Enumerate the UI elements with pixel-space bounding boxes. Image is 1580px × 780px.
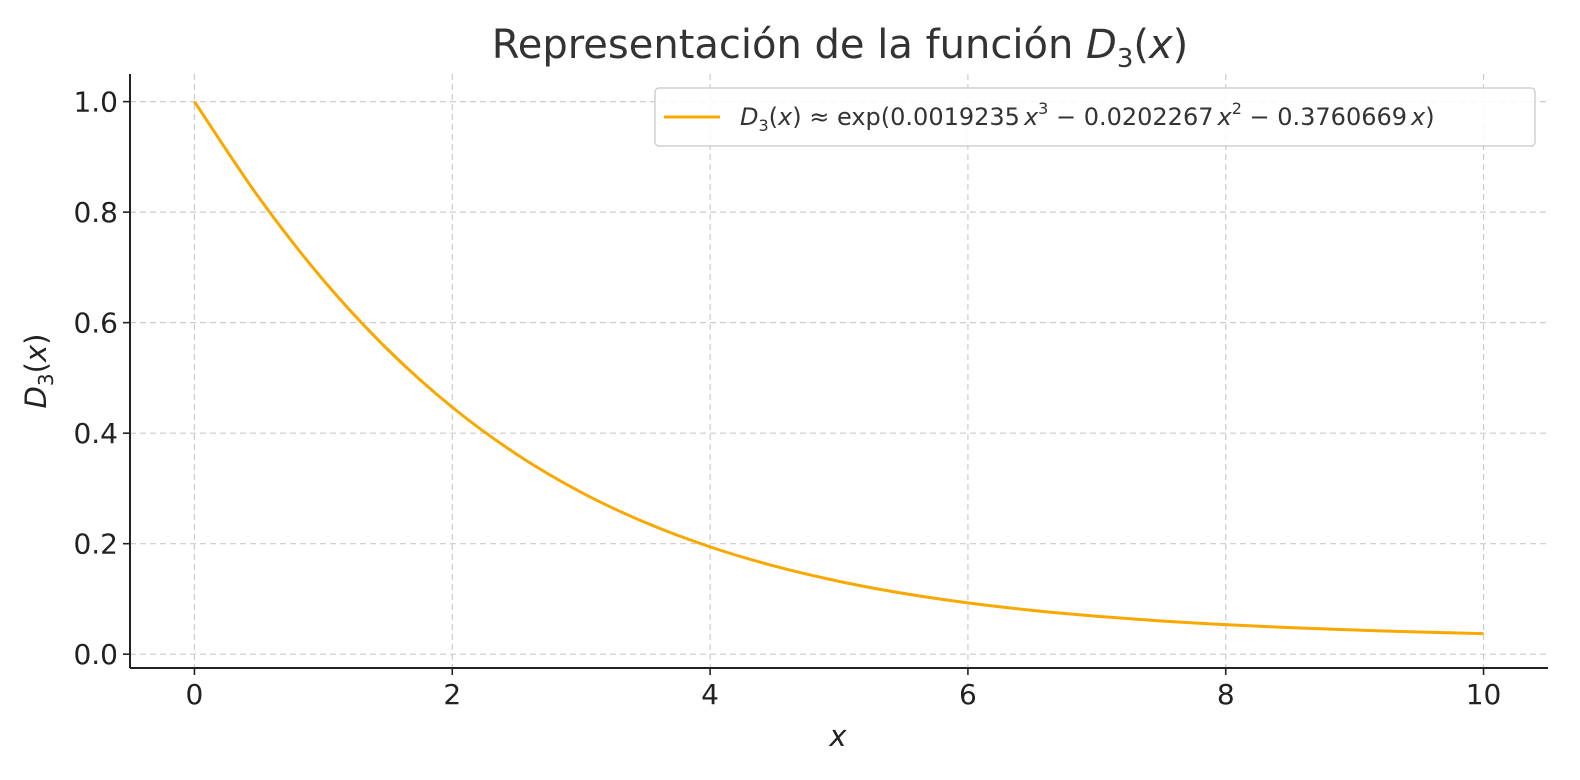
- y-tick-label-1: 0.2: [73, 528, 118, 561]
- legend-open: (: [769, 103, 778, 131]
- axes-spines: [129, 74, 1548, 669]
- legend: D3(x) ≈ exp(0.0019235 x3 − 0.0202267 x2 − …: [654, 87, 1536, 147]
- x-axis-ticks: 0 2 4 6 8 10: [186, 668, 1502, 711]
- chart-title-prefix: Representación de la función: [492, 22, 1086, 68]
- chart-title: Representación de la función D3(x): [492, 22, 1189, 74]
- y-tick-label-4: 0.8: [73, 196, 118, 229]
- legend-var1: x: [1023, 103, 1039, 131]
- chart-title-func-subscript: 3: [1117, 44, 1134, 74]
- legend-arg: x: [777, 103, 793, 131]
- x-tick-label-3: 6: [959, 678, 977, 711]
- y-axis-label-arg: x: [19, 344, 53, 363]
- legend-letter: D: [740, 103, 758, 131]
- x-axis-label: x: [828, 719, 847, 753]
- legend-mid1: − 0.0202267: [1048, 103, 1213, 131]
- legend-expr-start: exp(0.0019235: [837, 103, 1020, 131]
- legend-var2: x: [1216, 103, 1232, 131]
- y-tick-label-2: 0.4: [73, 417, 118, 450]
- x-tick-label-5: 10: [1466, 678, 1502, 711]
- y-tick-label-0: 0.0: [73, 638, 118, 671]
- x-tick-label-4: 8: [1217, 678, 1235, 711]
- legend-approx: ≈: [802, 103, 837, 131]
- x-tick-label-0: 0: [186, 678, 204, 711]
- legend-end: ): [1425, 103, 1434, 131]
- series-line-0: [193, 100, 1484, 636]
- legend-close: ): [792, 103, 801, 131]
- legend-subscript: 3: [758, 116, 768, 135]
- legend-pow2: 2: [1232, 99, 1242, 118]
- legend-pow1: 3: [1038, 99, 1048, 118]
- chart-title-arg: x: [1147, 22, 1173, 68]
- y-tick-label-5: 1.0: [73, 86, 118, 119]
- legend-box: [654, 87, 1536, 147]
- x-tick-label-1: 2: [443, 678, 461, 711]
- x-tick-label-2: 4: [701, 678, 719, 711]
- y-axis-label-open: (: [19, 362, 53, 373]
- chart-title-open: (: [1133, 22, 1149, 68]
- y-axis-label-subscript: 3: [34, 373, 58, 386]
- chart-title-func-letter: D: [1086, 22, 1117, 68]
- grid: [130, 74, 1548, 668]
- series-layer: [193, 100, 1484, 636]
- y-axis-label-letter: D: [19, 386, 53, 408]
- y-axis-label: D3(x): [19, 334, 58, 409]
- y-axis-ticks: 0.0 0.2 0.4 0.6 0.8 1.0: [73, 86, 130, 671]
- y-tick-label-3: 0.6: [73, 307, 118, 340]
- legend-mid2: − 0.3760669: [1242, 103, 1407, 131]
- chart-title-close: ): [1173, 22, 1189, 68]
- legend-var3: x: [1410, 103, 1426, 131]
- y-axis-label-close: ): [19, 334, 53, 345]
- legend-label-series-0: D3(x) ≈ exp(0.0019235 x3 − 0.0202267 x2 − …: [740, 99, 1435, 135]
